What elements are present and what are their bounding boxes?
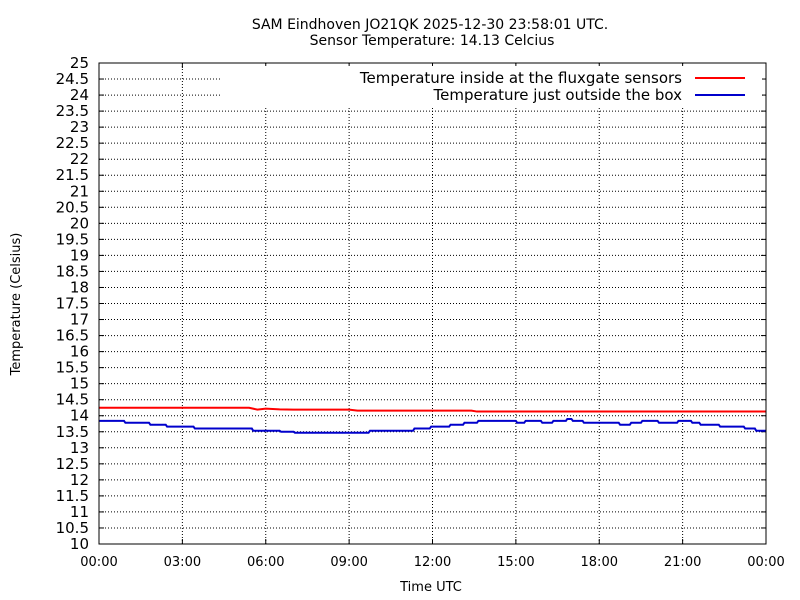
legend: Temperature inside at the fluxgate senso… xyxy=(222,66,762,106)
x-tick-label: 09:00 xyxy=(330,555,367,570)
y-tick-label: 18.5 xyxy=(56,262,89,280)
x-tick-label: 03:00 xyxy=(164,555,201,570)
y-tick-label: 10 xyxy=(70,535,89,553)
y-tick-label: 13 xyxy=(70,439,89,457)
x-tick-label: 00:00 xyxy=(747,555,784,570)
grid xyxy=(99,63,766,544)
y-tick-label: 22.5 xyxy=(56,134,89,152)
y-axis-label: Temperature (Celsius) xyxy=(9,233,24,377)
y-tick-label: 20 xyxy=(70,214,89,232)
y-tick-label: 14.5 xyxy=(56,391,89,409)
y-axis-ticks: 1010.51111.51212.51313.51414.51515.51616… xyxy=(56,54,766,553)
y-tick-label: 19.5 xyxy=(56,230,89,248)
y-tick-label: 15 xyxy=(70,375,89,393)
chart-subtitle: Sensor Temperature: 14.13 Celcius xyxy=(310,33,555,49)
y-tick-label: 13.5 xyxy=(56,423,89,441)
x-tick-label: 06:00 xyxy=(247,555,284,570)
y-tick-label: 14 xyxy=(70,407,89,425)
x-tick-label: 00:00 xyxy=(80,555,117,570)
y-tick-label: 24.5 xyxy=(56,70,89,88)
y-tick-label: 12 xyxy=(70,471,89,489)
legend-background xyxy=(222,66,762,106)
y-tick-label: 16 xyxy=(70,343,89,361)
y-tick-label: 15.5 xyxy=(56,359,89,377)
y-tick-label: 11 xyxy=(70,503,89,521)
y-tick-label: 16.5 xyxy=(56,327,89,345)
legend-label-1: Temperature just outside the box xyxy=(433,86,683,104)
y-tick-label: 22 xyxy=(70,150,89,168)
x-axis-label: Time UTC xyxy=(399,580,462,595)
plot-frame xyxy=(98,62,767,545)
x-tick-label: 21:00 xyxy=(664,555,701,570)
y-tick-label: 21.5 xyxy=(56,166,89,184)
y-tick-label: 17 xyxy=(70,311,89,329)
y-tick-label: 17.5 xyxy=(56,295,89,313)
x-tick-label: 12:00 xyxy=(414,555,451,570)
y-tick-label: 20.5 xyxy=(56,198,89,216)
x-tick-label: 18:00 xyxy=(581,555,618,570)
y-tick-label: 21 xyxy=(70,182,89,200)
series-lines xyxy=(99,406,766,434)
x-tick-label: 15:00 xyxy=(497,555,534,570)
series-line-0 xyxy=(99,406,766,413)
y-tick-label: 19 xyxy=(70,246,89,264)
y-tick-label: 18 xyxy=(70,278,89,296)
y-tick-label: 11.5 xyxy=(56,487,89,505)
series-line-1 xyxy=(99,417,766,434)
y-tick-label: 23.5 xyxy=(56,102,89,120)
y-tick-label: 23 xyxy=(70,118,89,136)
x-axis-ticks: 00:00 03:00 06:00 09:00 12:00 15:00 18:00 21:00… xyxy=(80,63,785,570)
chart-title: SAM Eindhoven JO21QK 2025-12-30 23:58:01… xyxy=(252,17,608,33)
y-tick-label: 12.5 xyxy=(56,455,89,473)
y-tick-label: 25 xyxy=(70,54,89,72)
y-tick-label: 24 xyxy=(70,86,89,104)
y-tick-label: 10.5 xyxy=(56,519,89,537)
legend-label-0: Temperature inside at the fluxgate senso… xyxy=(359,69,682,87)
